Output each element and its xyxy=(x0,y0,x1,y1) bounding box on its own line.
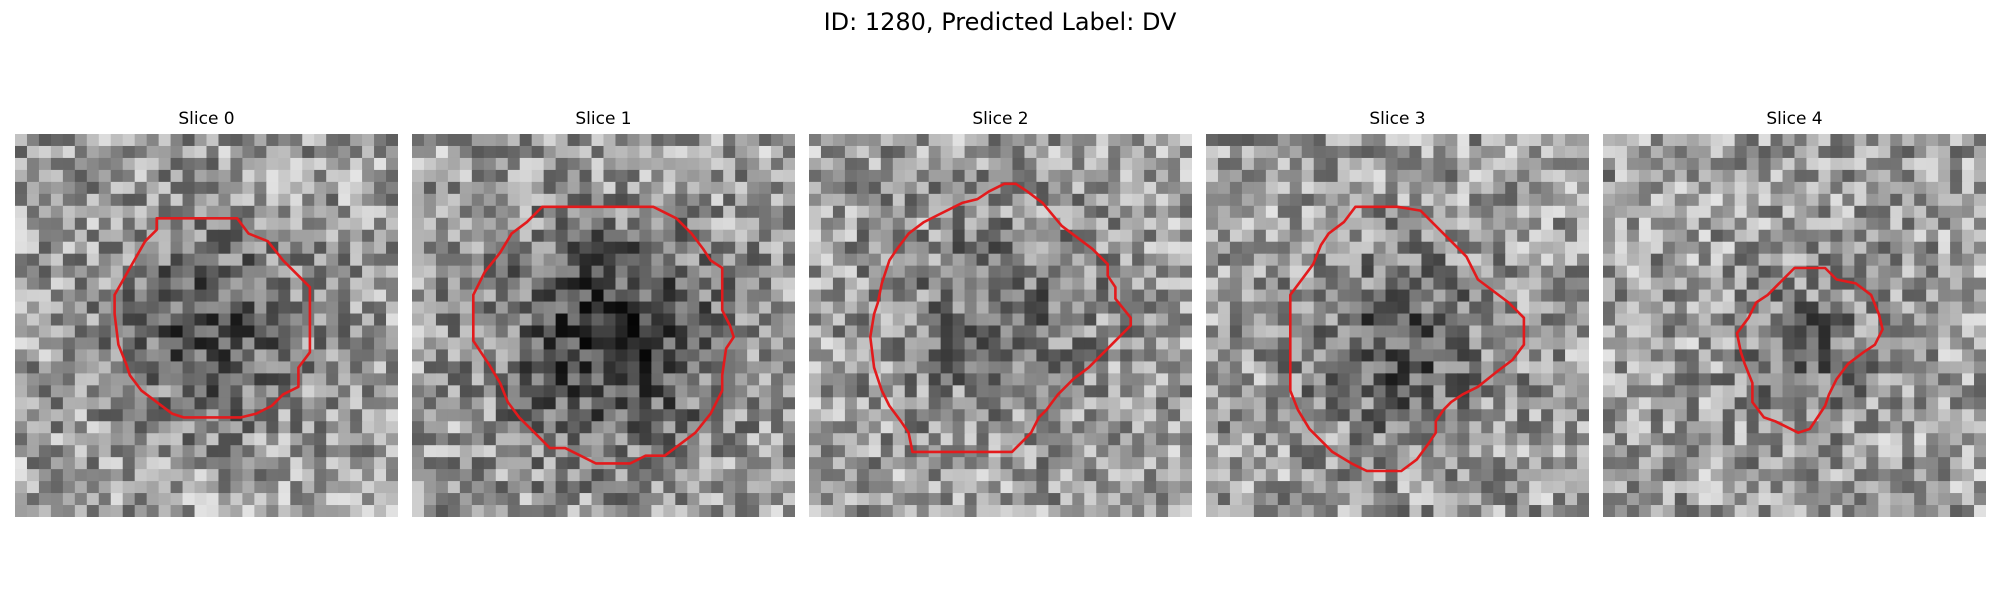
slice-panel-3: Slice 3 xyxy=(1206,108,1589,517)
slice-image xyxy=(15,134,398,517)
slice-panel-2: Slice 2 xyxy=(809,108,1192,517)
slice-title: Slice 2 xyxy=(972,109,1029,129)
slice-image xyxy=(1206,134,1589,517)
slice-panel-1: Slice 1 xyxy=(412,108,795,517)
slice-title: Slice 1 xyxy=(575,109,632,129)
segmentation-contour xyxy=(1735,266,1884,435)
slice-panel-0: Slice 0 xyxy=(15,108,398,517)
slice-image xyxy=(809,134,1192,517)
slice-title: Slice 0 xyxy=(178,109,235,129)
slice-image xyxy=(412,134,795,517)
slice-image xyxy=(1603,134,1986,517)
segmentation-contour xyxy=(113,217,312,419)
slice-panel-4: Slice 4 xyxy=(1603,108,1986,517)
slice-title: Slice 4 xyxy=(1766,109,1823,129)
slice-title: Slice 3 xyxy=(1369,109,1426,129)
figure-title: ID: 1280, Predicted Label: DV xyxy=(823,8,1177,36)
segmentation-contour xyxy=(1289,205,1526,473)
segmentation-contour xyxy=(471,205,736,465)
segmentation-contour xyxy=(868,182,1133,454)
